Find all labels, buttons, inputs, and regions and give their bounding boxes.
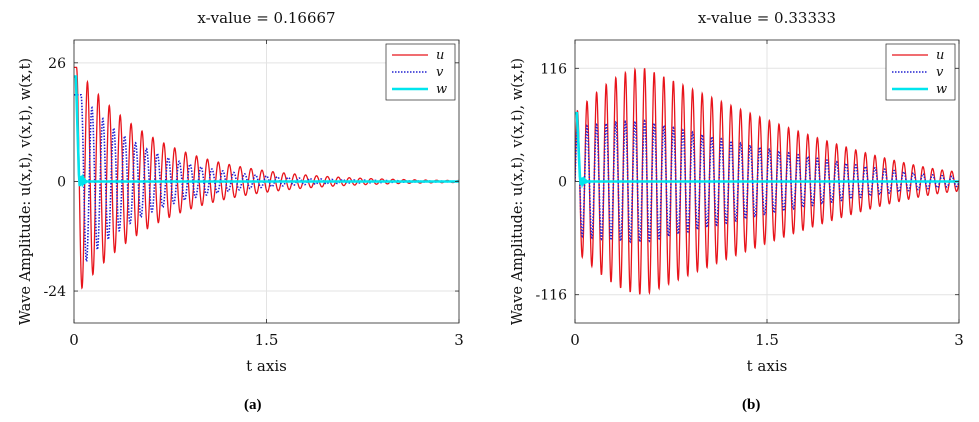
- y-tick-label: 26: [48, 56, 66, 72]
- y-tick-label: 0: [558, 175, 567, 191]
- x-tick-label: 3: [954, 331, 964, 349]
- legend-label-u: u: [936, 48, 944, 63]
- legend-label-v: v: [436, 65, 444, 80]
- legend-label-w: w: [936, 82, 947, 97]
- x-tick-label: 1.5: [255, 331, 279, 349]
- chart-0: 0 1.5 3 -24 0 26 x-value = 0.16667 t axis Wave A…: [18, 9, 464, 375]
- y-tick-label: -24: [43, 284, 66, 300]
- legend-label-u: u: [436, 48, 444, 63]
- series-line-v: [575, 119, 959, 244]
- x-axis-label: t axis: [246, 357, 287, 375]
- legend-label-w: w: [436, 82, 447, 97]
- x-tick-label: 3: [454, 331, 464, 349]
- y-tick-label: -116: [536, 288, 568, 304]
- caption-b: (b): [742, 397, 761, 413]
- legend-label-v: v: [936, 65, 944, 80]
- y-tick-label: 0: [57, 175, 66, 191]
- series-line-w: [74, 75, 459, 188]
- x-tick-label: 0: [570, 331, 580, 349]
- x-axis-label: t axis: [747, 357, 788, 375]
- x-tick-label: 0: [69, 331, 79, 349]
- legend: uvw: [385, 43, 456, 101]
- series-line-w: [575, 111, 959, 189]
- chart-title: x-value = 0.33333: [698, 9, 836, 27]
- chart-1: 0 1.5 3 -116 0 116 x-value = 0.33333 t axis Wave…: [510, 9, 964, 375]
- x-tick-label: 1.5: [755, 331, 779, 349]
- caption-a: (a): [244, 397, 262, 413]
- y-axis-label: Wave Amplitude: u(x,t), v(x,t), w(x,t): [510, 58, 526, 325]
- legend: uvw: [885, 43, 956, 101]
- y-axis-label: Wave Amplitude: u(x,t), v(x,t), w(x,t): [18, 58, 34, 325]
- y-tick-label: 116: [540, 61, 567, 77]
- charts-canvas: 0 1.5 3 -24 0 26 x-value = 0.16667 t axis Wave A…: [18, 9, 964, 375]
- chart-title: x-value = 0.16667: [197, 9, 335, 27]
